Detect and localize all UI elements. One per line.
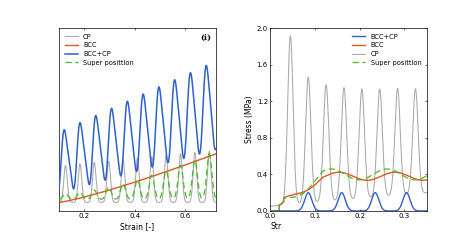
BCC+CP bbox=[339, 191, 345, 194]
BCC bbox=[128, 182, 134, 185]
CP bbox=[133, 179, 138, 182]
BCC+CP bbox=[180, 151, 185, 154]
BCC+CP bbox=[208, 110, 214, 113]
Y-axis label: Stress (MPa): Stress (MPa) bbox=[245, 96, 254, 143]
CP bbox=[275, 204, 281, 207]
BCC+CP bbox=[213, 148, 219, 151]
BCC+CP bbox=[56, 185, 62, 188]
Super posittion bbox=[267, 210, 273, 212]
CP bbox=[424, 191, 429, 194]
BCC+CP bbox=[419, 210, 425, 212]
CP bbox=[288, 34, 293, 37]
BCC bbox=[419, 179, 425, 182]
Super posittion bbox=[275, 210, 281, 212]
Line: CP: CP bbox=[59, 151, 216, 202]
Super posittion bbox=[133, 184, 138, 187]
BCC bbox=[208, 154, 214, 157]
BCC+CP bbox=[71, 187, 76, 190]
BCC bbox=[275, 210, 281, 212]
Legend: BCC+CP, BCC, CP, Super posittion: BCC+CP, BCC, CP, Super posittion bbox=[350, 32, 423, 68]
CP bbox=[56, 201, 62, 204]
BCC+CP bbox=[128, 128, 134, 130]
Line: BCC+CP: BCC+CP bbox=[270, 193, 427, 211]
CP bbox=[128, 201, 134, 204]
CP bbox=[391, 162, 396, 164]
Line: Super posittion: Super posittion bbox=[59, 154, 216, 199]
BCC+CP bbox=[267, 210, 273, 212]
Super posittion bbox=[56, 198, 62, 201]
Line: BCC: BCC bbox=[270, 172, 427, 211]
CP bbox=[209, 173, 214, 175]
CP bbox=[206, 150, 212, 152]
Super posittion bbox=[208, 163, 214, 166]
Super posittion bbox=[419, 177, 425, 180]
BCC+CP bbox=[209, 111, 214, 114]
BCC bbox=[339, 171, 345, 174]
BCC+CP bbox=[275, 210, 281, 212]
BCC bbox=[180, 164, 185, 167]
Line: BCC: BCC bbox=[59, 154, 216, 202]
BCC bbox=[424, 178, 429, 181]
Text: (i): (i) bbox=[200, 34, 211, 42]
Line: BCC+CP: BCC+CP bbox=[59, 65, 216, 189]
Line: Super posittion: Super posittion bbox=[270, 169, 427, 211]
BCC bbox=[132, 181, 138, 183]
BCC bbox=[419, 179, 425, 182]
BCC bbox=[64, 200, 70, 202]
Super posittion bbox=[209, 164, 214, 167]
BCC+CP bbox=[203, 64, 209, 67]
CP bbox=[419, 187, 425, 190]
CP bbox=[267, 205, 273, 208]
BCC+CP bbox=[133, 165, 138, 168]
CP bbox=[419, 187, 425, 190]
Super posittion bbox=[206, 152, 212, 155]
CP bbox=[208, 171, 214, 174]
CP bbox=[339, 108, 345, 111]
Legend: CP, BCC, BCC+CP, Super posittion: CP, BCC, BCC+CP, Super posittion bbox=[63, 32, 136, 68]
Super posittion bbox=[128, 197, 134, 200]
BCC bbox=[344, 172, 349, 175]
BCC+CP bbox=[391, 210, 396, 212]
Super posittion bbox=[328, 168, 334, 170]
CP bbox=[64, 177, 70, 180]
Super posittion bbox=[344, 174, 349, 177]
CP bbox=[213, 201, 219, 204]
Super posittion bbox=[391, 169, 396, 172]
CP bbox=[70, 201, 75, 204]
Super posittion bbox=[180, 172, 185, 175]
Super posittion bbox=[339, 171, 345, 174]
BCC+CP bbox=[419, 210, 425, 212]
Super posittion bbox=[70, 198, 75, 201]
BCC+CP bbox=[64, 146, 70, 148]
BCC bbox=[56, 201, 62, 204]
Super posittion bbox=[424, 174, 429, 177]
X-axis label: Str: Str bbox=[270, 222, 282, 231]
Line: CP: CP bbox=[270, 36, 427, 206]
BCC bbox=[267, 210, 273, 212]
CP bbox=[180, 174, 185, 177]
Super posittion bbox=[64, 194, 70, 196]
BCC+CP bbox=[404, 191, 410, 194]
BCC+CP bbox=[344, 201, 349, 204]
BCC bbox=[213, 152, 219, 155]
Super posittion bbox=[419, 177, 425, 180]
BCC+CP bbox=[424, 210, 429, 212]
X-axis label: Strain [-]: Strain [-] bbox=[120, 222, 155, 231]
CP bbox=[344, 123, 349, 126]
BCC bbox=[336, 171, 342, 174]
BCC bbox=[391, 171, 396, 174]
Super posittion bbox=[213, 196, 219, 199]
BCC bbox=[208, 154, 214, 157]
